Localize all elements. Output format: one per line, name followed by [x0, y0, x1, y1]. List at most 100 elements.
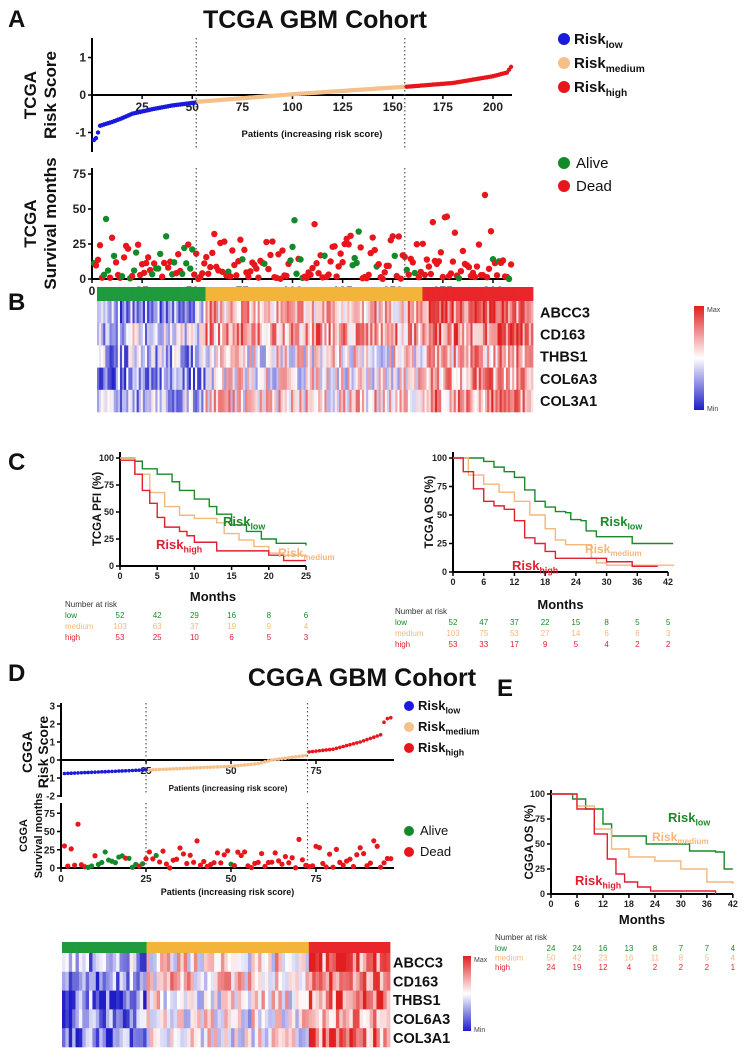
- heatmap-cell: [414, 389, 417, 413]
- heatmap-cell: [78, 1028, 83, 1048]
- heatmap-cell: [305, 389, 309, 413]
- survival-point-alive: [411, 269, 419, 277]
- heatmap-cell: [119, 990, 124, 1010]
- heatmap-cell: [215, 389, 219, 413]
- heatmap-cell: [157, 367, 160, 391]
- heatmap-cell: [133, 1009, 137, 1029]
- y-tick-label: 1: [49, 738, 55, 749]
- heatmap-cell: [197, 971, 202, 991]
- heatmap-cell: [291, 990, 296, 1010]
- heatmap-cell: [493, 301, 496, 324]
- heatmap-cell: [338, 389, 342, 413]
- heatmap-cell: [147, 345, 150, 368]
- heatmap-cell: [156, 971, 161, 991]
- heatmap-cell: [138, 323, 142, 346]
- heatmap-cell: [72, 1009, 76, 1029]
- heatmap-cell: [409, 301, 413, 324]
- heatmap-cell: [464, 367, 467, 391]
- survival-point-dead: [175, 251, 182, 258]
- heatmap-cell: [416, 367, 419, 391]
- heatmap-cell: [316, 367, 319, 391]
- heatmap-cell: [414, 301, 417, 324]
- heatmap-cell: [430, 323, 434, 346]
- heatmap-cell: [259, 367, 263, 391]
- heatmap-cell: [357, 345, 361, 368]
- heatmap-cell: [311, 389, 315, 413]
- heatmap-cell: [244, 971, 249, 991]
- heatmap-cell: [339, 990, 344, 1010]
- group-bar-cell-medium: [420, 287, 423, 301]
- heatmap-cell: [482, 323, 486, 346]
- heatmap-cell: [405, 389, 409, 413]
- heatmap-cell: [236, 389, 240, 413]
- heatmap-cell: [187, 1009, 191, 1029]
- survival-point-dead: [72, 862, 78, 868]
- heatmap-cell: [341, 389, 344, 413]
- heatmap-cell: [285, 1028, 289, 1048]
- heatmap-cell: [265, 323, 269, 346]
- survival-point-dead: [276, 858, 282, 864]
- x-axis-label: Months: [619, 912, 665, 927]
- group-bar-cell-high: [493, 287, 496, 301]
- heatmap-cell: [195, 301, 198, 324]
- label-base: Risk: [574, 31, 606, 48]
- heatmap-cell: [420, 345, 423, 368]
- heatmap-cell: [328, 389, 332, 413]
- survival-point-dead: [389, 233, 396, 240]
- heatmap-cell: [166, 971, 171, 991]
- heatmap-cell: [472, 323, 475, 346]
- heatmap-cell: [514, 301, 517, 324]
- heatmap-cell: [270, 367, 273, 391]
- heatmap-cell: [501, 345, 505, 368]
- heatmap-cell: [295, 971, 300, 991]
- heatmap-cell: [322, 301, 325, 324]
- heatmap-cell: [514, 367, 517, 391]
- heatmap-cell: [95, 953, 100, 973]
- group-bar-cell-high: [424, 287, 428, 301]
- heatmap-cell: [240, 301, 244, 324]
- cgga-colorbar: [463, 956, 471, 1031]
- heatmap-cell: [497, 301, 501, 324]
- heatmap-cell: [280, 389, 284, 413]
- group-bar-cell-medium: [298, 942, 303, 953]
- km-label-high: Riskhigh: [156, 537, 202, 554]
- heatmap-cell: [99, 1009, 103, 1029]
- group-bar-cell-medium: [232, 287, 236, 301]
- heatmap-cell: [278, 971, 283, 991]
- heatmap-cell: [188, 323, 192, 346]
- panel-label-e: E: [497, 675, 513, 702]
- heatmap-cell: [149, 367, 152, 391]
- group-bar-cell-low: [115, 287, 119, 301]
- heatmap-cell: [295, 367, 298, 391]
- legend-marker-dead: [558, 180, 570, 192]
- heatmap-cell: [428, 389, 432, 413]
- heatmap-cell: [144, 345, 148, 368]
- heatmap-cell: [420, 323, 423, 346]
- heatmap-cell: [330, 345, 334, 368]
- heatmap-cell: [274, 323, 277, 346]
- label-subscript: medium: [445, 726, 479, 736]
- label-subscript: high: [445, 747, 464, 757]
- survival-point-dead: [187, 852, 193, 858]
- heatmap-cell: [119, 971, 124, 991]
- heatmap-cell: [338, 345, 342, 368]
- label-subscript: low: [627, 521, 642, 531]
- heatmap-cell: [271, 953, 276, 973]
- group-bar-cell-high: [443, 287, 446, 301]
- heatmap-cell: [280, 345, 284, 368]
- heatmap-cell: [197, 1028, 202, 1048]
- heatmap-cell: [156, 990, 161, 1010]
- survival-point-dead: [333, 273, 340, 280]
- heatmap-cell: [247, 1009, 252, 1029]
- risk-point-high: [351, 742, 356, 746]
- y-axis-label: CGGA: [19, 731, 35, 773]
- group-bar-cell-low: [130, 287, 133, 301]
- heatmap-cell: [182, 389, 186, 413]
- group-bar-cell-high: [459, 287, 463, 301]
- heatmap-cell: [309, 389, 313, 413]
- group-bar-cell-medium: [217, 287, 221, 301]
- heatmap-cell: [214, 990, 218, 1010]
- heatmap-cell: [232, 345, 236, 368]
- group-bar-cell-medium: [263, 287, 267, 301]
